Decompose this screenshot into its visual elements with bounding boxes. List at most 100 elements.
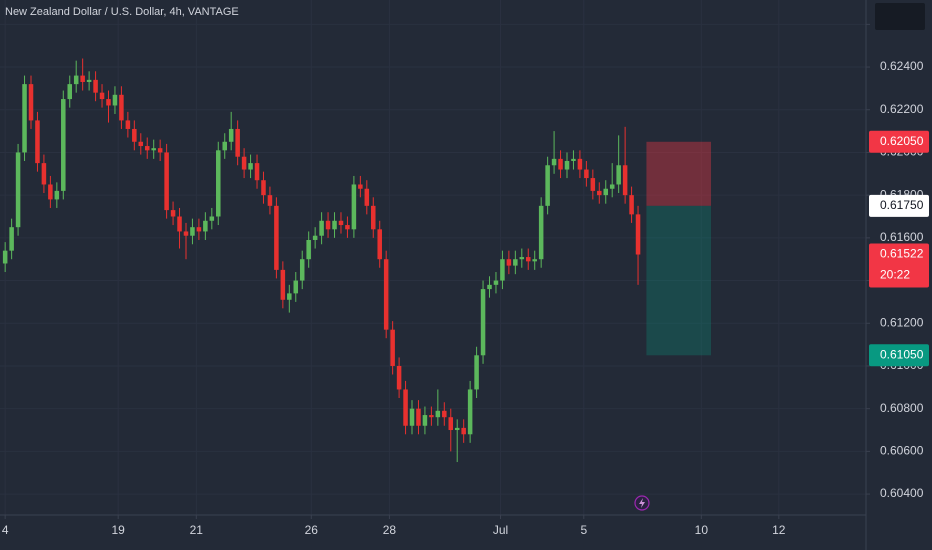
candle-body xyxy=(319,220,324,236)
candle-body xyxy=(396,365,402,390)
stop-badge: 0.62050 xyxy=(880,134,924,148)
candle-body xyxy=(390,329,395,366)
candle-body xyxy=(183,231,189,236)
candle-body xyxy=(609,184,615,189)
x-tick-label: 4 xyxy=(2,523,9,537)
candle-body xyxy=(93,79,98,93)
candle-body xyxy=(480,289,486,356)
candle-body xyxy=(584,169,589,179)
candle-body xyxy=(9,227,14,251)
candle-body xyxy=(61,99,66,191)
x-tick-label: 10 xyxy=(695,523,709,537)
candle-body xyxy=(99,92,105,100)
candle-body xyxy=(403,389,408,426)
candle-body xyxy=(144,146,150,151)
candle-body xyxy=(299,259,305,281)
candle-body xyxy=(306,239,311,260)
stop-zone xyxy=(646,141,712,206)
x-tick-label: 28 xyxy=(383,523,397,537)
candle-body xyxy=(325,220,331,230)
y-tick-label: 0.60400 xyxy=(880,486,924,500)
candle-body xyxy=(254,163,260,181)
x-tick-label: 5 xyxy=(580,523,587,537)
candle-body xyxy=(487,284,492,290)
candle-body xyxy=(377,229,382,260)
candle-body xyxy=(493,280,499,285)
candle-body xyxy=(525,257,531,262)
candle-body xyxy=(280,269,286,300)
candle-body xyxy=(125,120,131,129)
candle-body xyxy=(351,184,357,230)
candle-body xyxy=(164,152,169,211)
y-tick-label: 0.62200 xyxy=(880,102,924,116)
last-price-bg xyxy=(869,243,929,288)
candle-body xyxy=(48,184,53,200)
chart-title: New Zealand Dollar / U.S. Dollar, 4h, VA… xyxy=(5,6,239,18)
candle-body xyxy=(429,415,434,418)
entry-badge: 0.61750 xyxy=(880,198,924,212)
candle-body xyxy=(235,128,240,157)
candle-body xyxy=(364,188,370,206)
candle-body xyxy=(293,280,299,294)
y-tick-label: 0.60600 xyxy=(880,444,924,458)
candle-body xyxy=(345,225,350,230)
candle-body xyxy=(629,195,634,215)
candle-body xyxy=(558,158,563,170)
candle-layer xyxy=(2,58,641,463)
candle-body xyxy=(248,163,253,170)
candle-body xyxy=(35,120,40,164)
candle-body xyxy=(454,427,460,431)
candle-body xyxy=(274,205,279,270)
candle-body xyxy=(157,148,163,153)
entry-badge-bg xyxy=(869,194,929,217)
top-right-box xyxy=(875,3,925,30)
candle-body xyxy=(448,417,454,431)
candle-body xyxy=(422,415,428,426)
candle-body xyxy=(196,227,202,232)
candle-body xyxy=(28,84,34,121)
candle-body xyxy=(442,410,447,418)
candle-body xyxy=(461,427,466,435)
candle-body xyxy=(635,214,641,255)
candle-body xyxy=(261,180,266,196)
candle-body xyxy=(119,94,124,121)
candle-body xyxy=(597,190,602,196)
countdown: 20:22 xyxy=(880,268,910,282)
candle-body xyxy=(222,141,227,151)
candle-body xyxy=(564,160,570,170)
candle-body xyxy=(500,259,505,281)
candle-body xyxy=(73,75,79,85)
candle-body xyxy=(532,259,537,262)
candle-body xyxy=(603,188,609,196)
candle-body xyxy=(203,220,208,232)
candle-body xyxy=(138,141,144,147)
candle-body xyxy=(577,158,583,170)
candle-body xyxy=(358,184,363,189)
candle-body xyxy=(545,165,550,206)
candle-body xyxy=(312,235,318,240)
candle-body xyxy=(332,220,337,230)
candle-body xyxy=(416,408,421,426)
candle-body xyxy=(371,205,376,230)
y-tick-label: 0.61200 xyxy=(880,315,924,329)
candle-body xyxy=(80,75,85,82)
candle-body xyxy=(519,257,525,260)
candle-body xyxy=(151,148,156,151)
candle-body xyxy=(112,94,118,106)
candle-body xyxy=(177,216,182,232)
overlay-layer xyxy=(646,141,712,356)
candle-body xyxy=(551,158,557,166)
candle-body xyxy=(538,205,544,260)
candle-body xyxy=(228,128,234,142)
target-zone xyxy=(646,205,712,356)
candle-body xyxy=(267,195,273,206)
axis-layer: 0.604000.606000.608000.610000.612000.614… xyxy=(2,17,929,537)
candle-body xyxy=(622,165,628,196)
target-badge: 0.61050 xyxy=(880,347,924,361)
candle-body xyxy=(409,408,415,426)
candle-body xyxy=(54,190,60,200)
stop-badge-bg xyxy=(869,130,929,153)
x-tick-label: 12 xyxy=(772,523,786,537)
